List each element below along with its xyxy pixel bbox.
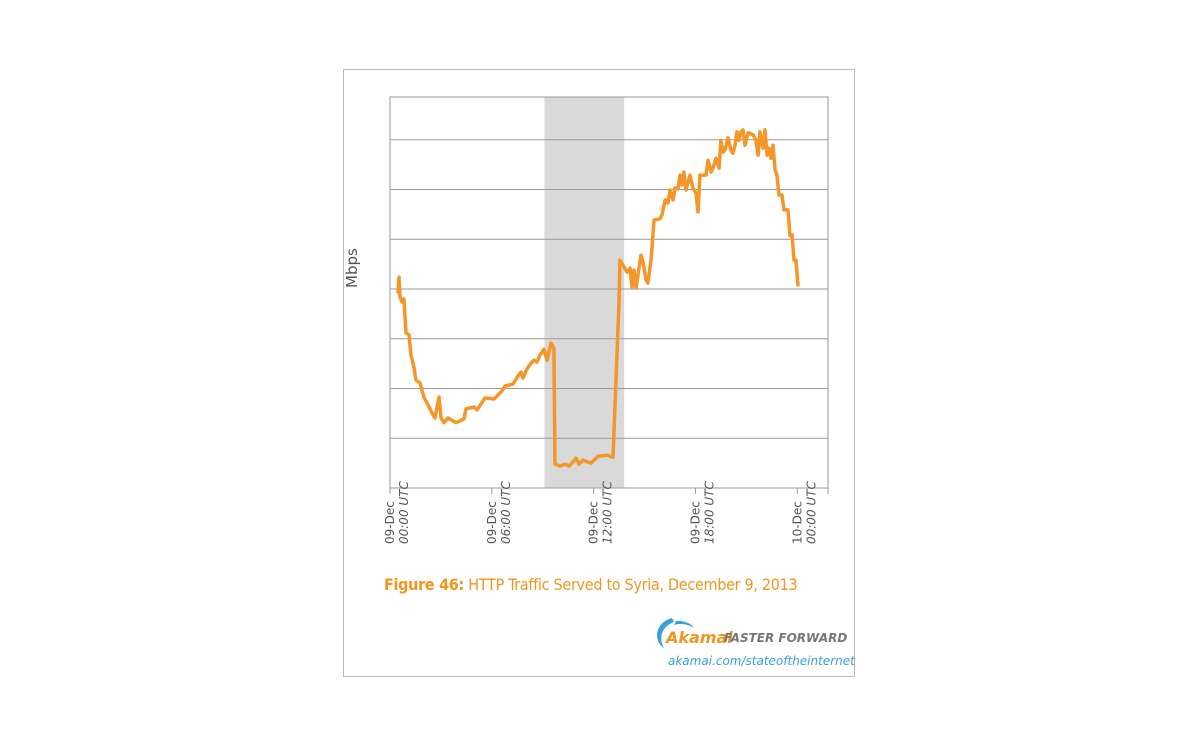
- brand-logo: Akamai: [666, 628, 733, 647]
- akamai-wave-icon: [657, 618, 694, 648]
- x-tick-sublabel: 06:00 UTC: [499, 480, 513, 544]
- series-line-http-traffic: [396, 128, 800, 468]
- plot-border: [389, 96, 829, 489]
- chart-title: HTTP Traffic Served to Syria, December 9…: [468, 575, 798, 594]
- x-tick-label: 09-Dec: [587, 501, 601, 544]
- y-axis-label: Mbps: [343, 248, 361, 288]
- shaded-outage-region: [544, 97, 625, 488]
- x-tick-label: 09-Dec: [485, 501, 499, 544]
- brand-tagline: FASTER FORWARD: [724, 631, 848, 645]
- x-tick-sublabel: 18:00 UTC: [702, 480, 716, 544]
- brand-url[interactable]: akamai.com/stateoftheinternet: [668, 654, 855, 668]
- x-tick-label: 10-Dec: [790, 501, 804, 544]
- figure-frame: [343, 69, 855, 677]
- x-tick-sublabel: 00:00 UTC: [397, 480, 411, 544]
- x-tick-sublabel: 00:00 UTC: [804, 480, 818, 544]
- x-tick-label: 09-Dec: [688, 501, 702, 544]
- figure-caption: Figure 46: HTTP Traffic Served to Syria,…: [384, 575, 798, 594]
- x-tick-label: 09-Dec: [383, 501, 397, 544]
- figure-number: Figure 46:: [384, 575, 464, 594]
- x-tick-sublabel: 12:00 UTC: [601, 480, 615, 544]
